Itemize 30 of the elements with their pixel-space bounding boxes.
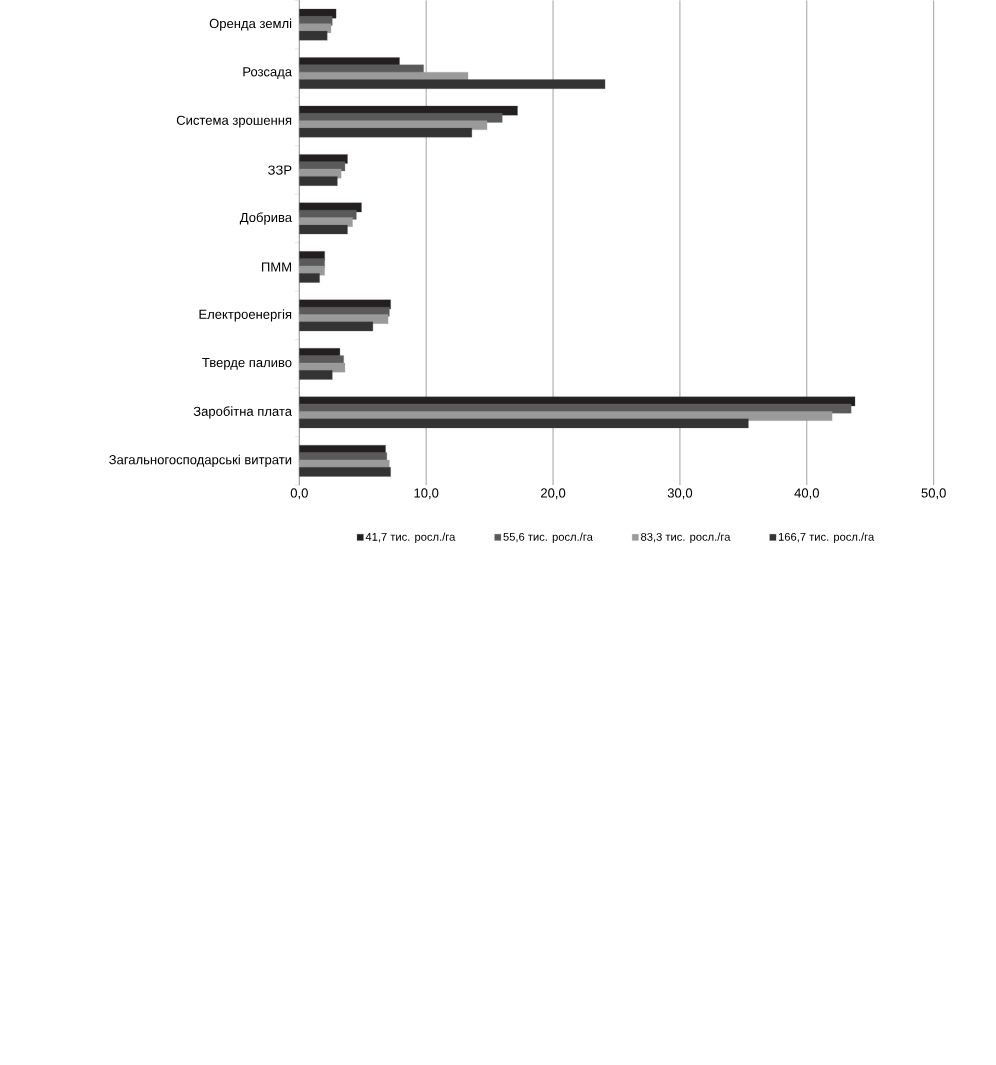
legend-label: 55,6 тис. росл./га	[503, 532, 593, 544]
legend-label: 41,7 тис. росл./га	[365, 532, 456, 544]
bar	[299, 30, 328, 41]
bar	[299, 321, 373, 332]
bar	[299, 79, 606, 89]
bar	[299, 127, 472, 138]
x-tick-label: 10,0	[414, 488, 439, 500]
x-tick-label: 20,0	[540, 488, 566, 500]
y-tick-label: ПММ	[261, 262, 291, 272]
bar	[299, 467, 391, 477]
y-tick-label: Загальногосподарські витрати	[109, 454, 292, 467]
bar	[299, 273, 320, 283]
bar	[299, 418, 749, 429]
bar	[299, 176, 338, 186]
y-tick-label: Оренда землі	[209, 18, 292, 31]
y-tick-label: Тверде паливо	[202, 358, 292, 370]
x-tick-label: 40,0	[794, 488, 819, 500]
y-tick-label: Добрива	[239, 212, 292, 225]
legend-label: 166,7 тис. росл./га	[778, 532, 875, 544]
x-tick-label: 0,0	[290, 488, 308, 500]
bar	[299, 224, 348, 235]
y-tick-label: Розсада	[243, 67, 292, 79]
y-tick-label: Система зрошення	[176, 115, 292, 128]
x-tick-label: 30,0	[667, 488, 693, 500]
bar	[299, 370, 333, 380]
y-tick-label: Заробітна плата	[193, 406, 292, 419]
y-tick-label: Електроенергія	[199, 309, 292, 322]
x-tick-label: 50,0	[921, 488, 946, 500]
legend-label: 83,3 тис. росл./га	[640, 532, 731, 544]
y-tick-label: ЗЗР	[267, 165, 292, 175]
